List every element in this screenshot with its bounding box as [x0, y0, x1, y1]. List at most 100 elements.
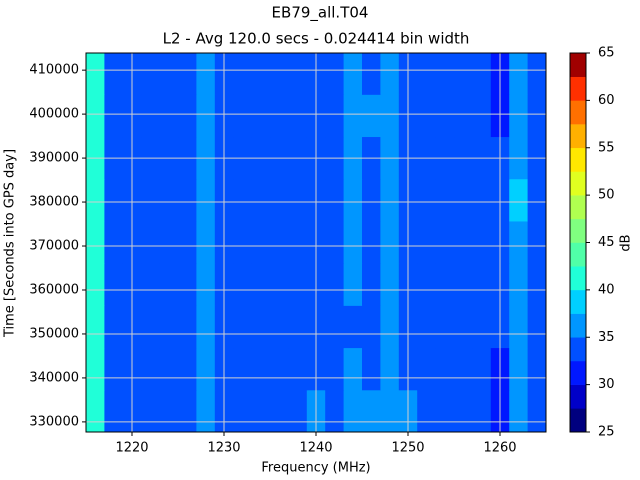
heatmap-cell	[417, 389, 437, 433]
heatmap-cell	[86, 220, 105, 264]
heatmap-cell	[362, 389, 381, 433]
heatmap-cell	[417, 178, 437, 222]
heatmap-cell	[159, 53, 179, 95]
heatmap-cell	[86, 263, 105, 306]
heatmap-cell	[435, 347, 455, 391]
heatmap-cell	[325, 94, 345, 138]
heatmap-cell	[472, 220, 492, 264]
heatmap-cell	[527, 347, 547, 391]
heatmap-cell	[178, 178, 197, 222]
colorbar-segment	[570, 124, 586, 149]
heatmap-cell	[251, 305, 271, 349]
heatmap-cell	[86, 347, 105, 391]
chart-title: EB79_all.T04	[272, 4, 369, 23]
heatmap-cell	[472, 94, 492, 138]
heatmap-cell	[104, 53, 124, 95]
heatmap-cell	[380, 263, 400, 306]
heatmap-cell	[159, 389, 179, 433]
heatmap-cell	[454, 220, 473, 264]
y-tick-label: 340000	[29, 370, 79, 385]
colorbar-segment	[570, 384, 586, 409]
colorbar-segment	[570, 100, 586, 125]
heatmap-cell	[196, 53, 216, 95]
heatmap-cell	[233, 263, 253, 306]
heatmap-cell	[454, 389, 473, 433]
heatmap-cell	[233, 305, 253, 349]
colorbar-tick-label: 65	[598, 46, 615, 61]
x-tick-label: 1220	[115, 441, 148, 456]
heatmap-cell	[362, 53, 381, 95]
heatmap-cell	[343, 305, 363, 349]
y-tick-label: 370000	[29, 239, 79, 254]
heatmap-cell	[362, 347, 381, 391]
heatmap-cell	[141, 389, 161, 433]
heatmap-cell	[362, 94, 381, 138]
heatmap-cell	[435, 178, 455, 222]
colorbar-tick-label: 30	[598, 377, 615, 392]
heatmap-cell	[454, 94, 473, 138]
heatmap-cell	[362, 305, 381, 349]
heatmap-cell	[270, 94, 289, 138]
x-tick-label: 1240	[299, 441, 332, 456]
heatmap-cell	[86, 389, 105, 433]
colorbar-tick-label: 50	[598, 188, 615, 203]
heatmap-cell	[86, 178, 105, 222]
heatmap-cell	[417, 220, 437, 264]
heatmap-cell	[380, 220, 400, 264]
heatmap-cell	[527, 220, 547, 264]
heatmap-cell	[362, 178, 381, 222]
heatmap-cell	[233, 220, 253, 264]
heatmap-cell	[159, 178, 179, 222]
heatmap-cell	[178, 53, 197, 95]
heatmap-cell	[159, 263, 179, 306]
colorbar-segment	[570, 313, 586, 338]
heatmap-cell	[233, 94, 253, 138]
heatmap-cell	[417, 94, 437, 138]
heatmap-cell	[288, 94, 308, 138]
heatmap-cell	[454, 263, 473, 306]
heatmap-cell	[343, 347, 363, 391]
heatmap-cell	[509, 263, 529, 306]
heatmap-cell	[325, 263, 345, 306]
heatmap-cell	[454, 53, 473, 95]
heatmap-cell	[270, 263, 289, 306]
colorbar-tick-label: 25	[598, 425, 615, 440]
heatmap-cell	[251, 347, 271, 391]
heatmap-cell	[159, 305, 179, 349]
heatmap-cell	[270, 178, 289, 222]
heatmap-cell	[454, 178, 473, 222]
colorbar-tick-label: 45	[598, 235, 615, 250]
heatmap-cell	[86, 305, 105, 349]
heatmap-cell	[104, 389, 124, 433]
heatmap-cell	[196, 305, 216, 349]
colorbar-tick-label: 35	[598, 330, 615, 345]
heatmap-cell	[509, 94, 529, 138]
heatmap-cell	[178, 347, 197, 391]
heatmap-cell	[380, 178, 400, 222]
heatmap-cell	[288, 263, 308, 306]
chart-subtitle: L2 - Avg 120.0 secs - 0.024414 bin width	[163, 30, 470, 48]
heatmap-cell	[509, 305, 529, 349]
heatmap-cell	[417, 347, 437, 391]
heatmap-cell	[472, 53, 492, 95]
heatmap-cell	[343, 53, 363, 95]
heatmap-cell	[472, 347, 492, 391]
y-tick-label: 360000	[29, 282, 79, 297]
y-tick-label: 410000	[29, 63, 79, 78]
heatmap-cell	[251, 220, 271, 264]
heatmap-cell	[288, 305, 308, 349]
heatmap-cell	[472, 263, 492, 306]
heatmap-cell	[233, 347, 253, 391]
x-tick-label: 1250	[391, 441, 424, 456]
heatmap-cell	[141, 94, 161, 138]
heatmap-cell	[454, 347, 473, 391]
colorbar-segment	[570, 53, 586, 77]
heatmap-cell	[435, 220, 455, 264]
y-tick-label: 390000	[29, 151, 79, 166]
heatmap-cell	[288, 389, 308, 433]
heatmap-cell	[86, 53, 105, 95]
heatmap-cell	[435, 53, 455, 95]
colorbar-segment	[570, 337, 586, 362]
heatmap-cell	[343, 263, 363, 306]
